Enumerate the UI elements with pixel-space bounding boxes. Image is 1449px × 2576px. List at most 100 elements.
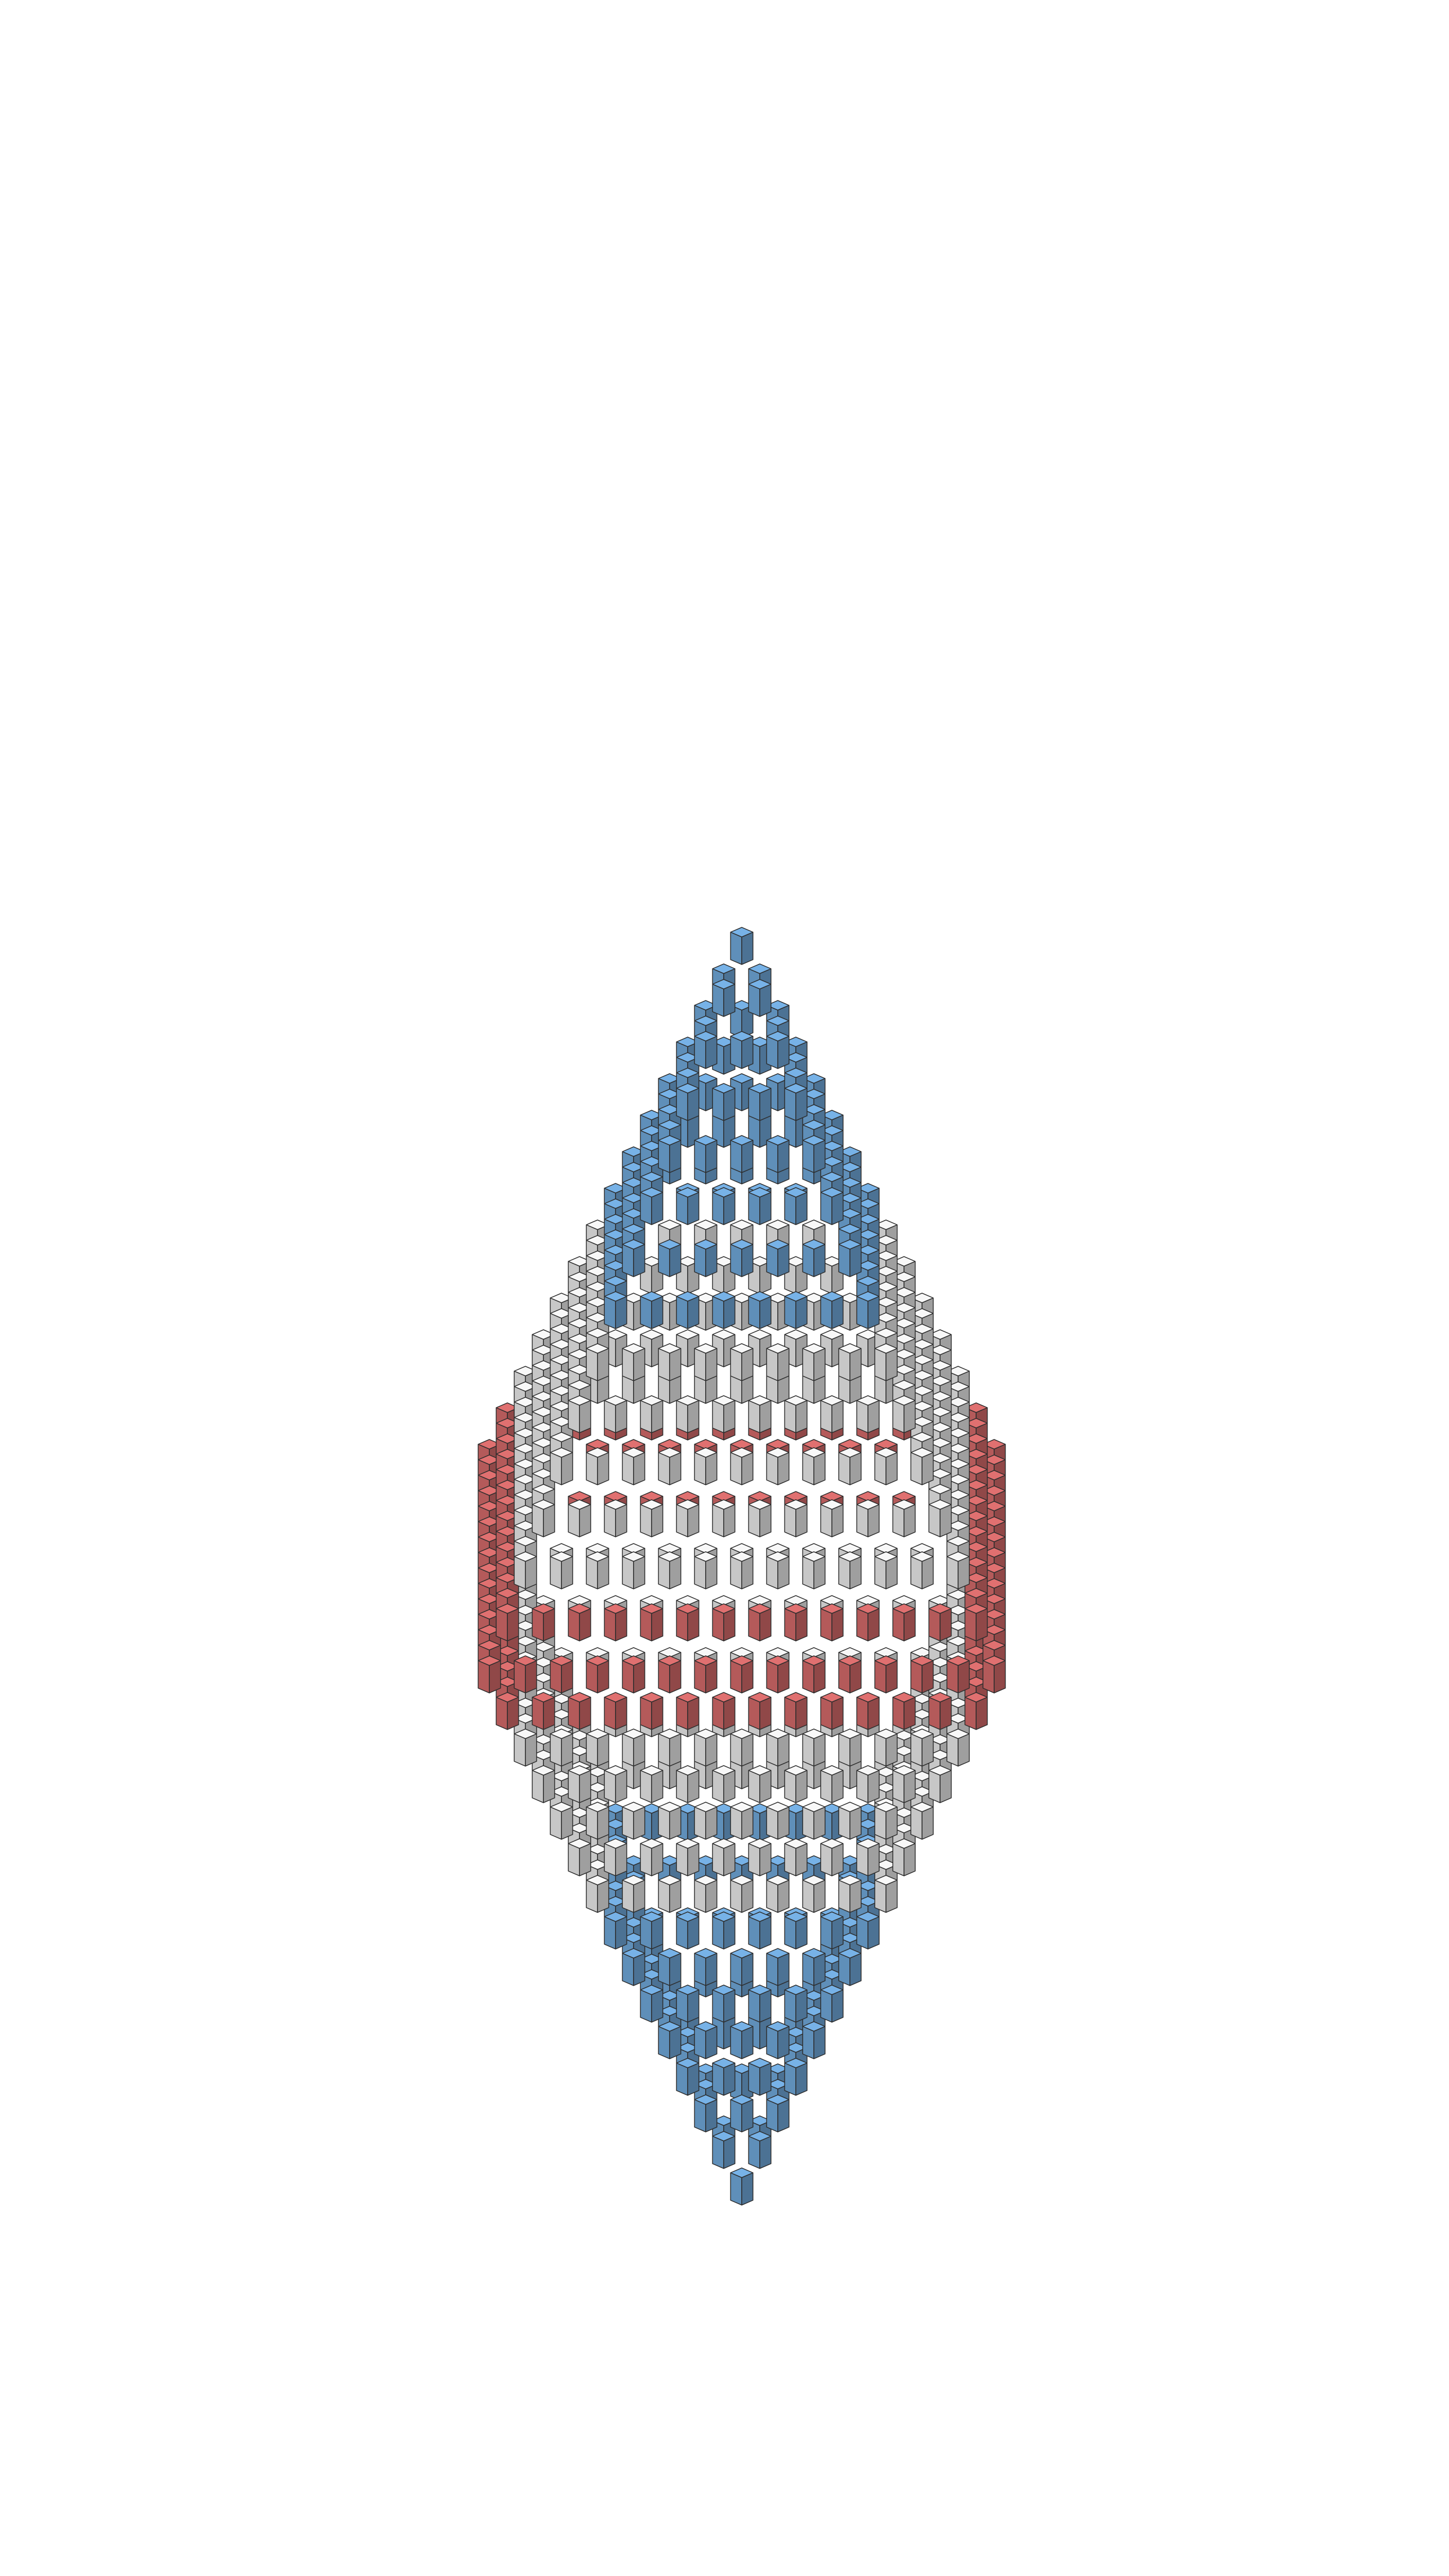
voxel-cube-face — [748, 1770, 760, 1803]
voxel-cube-face — [820, 1692, 844, 1703]
voxel-cube-face — [795, 1608, 808, 1641]
voxel-cube-face — [694, 1806, 706, 1840]
voxel-cube-face — [651, 1770, 663, 1803]
voxel-cube-face — [802, 1879, 814, 1913]
voxel-cube-face — [669, 1879, 681, 1913]
voxel-cube-face — [496, 1697, 508, 1730]
voxel-cube-face — [904, 1770, 916, 1803]
voxel-cube-face — [741, 1140, 754, 1173]
voxel-cube-face — [910, 1806, 923, 1840]
voxel-cube-face — [622, 1239, 645, 1250]
voxel-cube-face — [820, 1911, 844, 1922]
voxel-cube-face — [658, 1452, 670, 1485]
voxel-cube-face — [615, 1400, 627, 1433]
voxel-cube-face — [982, 1640, 1006, 1651]
voxel-cube-face — [892, 1843, 905, 1876]
voxel-cube-face — [795, 1504, 808, 1537]
voxel-cube-face — [604, 1499, 627, 1510]
voxel-cube-face — [820, 1296, 832, 1329]
voxel-cube-face — [550, 1728, 573, 1739]
voxel-cube-face — [676, 1916, 688, 1950]
voxel-cube-face — [748, 2131, 772, 2142]
voxel-cube-face — [766, 1556, 778, 1589]
voxel-cube-face — [784, 1916, 796, 1950]
voxel-cube-face — [532, 1765, 555, 1776]
voxel-cube-face — [723, 2136, 736, 2169]
voxel-cube-face — [874, 1875, 898, 1886]
voxel-cube-face — [777, 1953, 790, 1986]
voxel-cube-face — [694, 2026, 706, 2059]
voxel-cube-face — [982, 1660, 995, 1693]
voxel-cube-face — [802, 1875, 826, 1886]
voxel-cube-face — [964, 1697, 977, 1730]
voxel-cube-face — [550, 1660, 562, 1693]
voxel-cube-face — [820, 1603, 844, 1614]
voxel-cube-face — [676, 1843, 688, 1876]
voxel-cube-face — [514, 1556, 526, 1589]
voxel-cube-face — [795, 1697, 808, 1730]
voxel-cube-face — [730, 1660, 742, 1693]
voxel-cube-face — [676, 1838, 700, 1849]
voxel-cube-face — [597, 1733, 609, 1767]
voxel-cube-face — [838, 1953, 850, 1986]
voxel-cube-face — [784, 1083, 808, 1094]
voxel-cube-face — [723, 1770, 736, 1803]
voxel-cube-face — [694, 1802, 718, 1812]
voxel-cube-face — [784, 1985, 808, 1995]
voxel-cube-face — [892, 1608, 905, 1641]
voxel-cube-face — [784, 1838, 808, 1849]
voxel-cube-face — [658, 1219, 681, 1230]
voxel-cube-face — [748, 1291, 772, 1302]
voxel-cube-face — [856, 1697, 868, 1730]
voxel-cube-face — [856, 1395, 880, 1406]
voxel-cube-face — [856, 1608, 868, 1641]
voxel-cube-face — [550, 1556, 562, 1589]
voxel-cube-face — [766, 1219, 790, 1230]
voxel-cube-face — [687, 1608, 700, 1641]
voxel-cube-face — [892, 1603, 916, 1614]
voxel-cube-face — [784, 2058, 808, 2069]
voxel-cube-face — [730, 1239, 754, 1250]
voxel-cube-face — [676, 1692, 700, 1703]
voxel-cube-face — [532, 1697, 544, 1730]
voxel-cube-face — [766, 1728, 790, 1739]
voxel-cube-face — [874, 1879, 887, 1913]
voxel-cube-face — [687, 1504, 700, 1537]
voxel-cube-face — [604, 1276, 627, 1286]
voxel-cube-face — [795, 1843, 808, 1876]
voxel-cube-face — [723, 984, 736, 1017]
voxel-cube-face — [928, 1608, 941, 1641]
voxel-cube-face — [802, 1948, 826, 1959]
voxel-cube-face — [976, 1697, 988, 1730]
voxel-cube-face — [705, 1036, 718, 1069]
voxel-cube-face — [831, 1296, 844, 1329]
voxel-cube-face — [586, 1733, 598, 1767]
voxel-cube-face — [586, 1348, 598, 1381]
voxel-cube-face — [946, 1728, 970, 1739]
voxel-cube-face — [615, 1770, 627, 1803]
voxel-cube-face — [604, 1504, 616, 1537]
voxel-cube-face — [561, 1806, 573, 1840]
voxel-cube-face — [856, 1843, 868, 1876]
voxel-cube-face — [940, 1504, 952, 1537]
voxel-cube-face — [766, 2021, 790, 2032]
voxel-cube-face — [838, 1806, 850, 1840]
voxel-cube-face — [766, 2026, 778, 2059]
voxel-cube-face — [514, 1660, 526, 1693]
voxel-cube-face — [622, 1224, 645, 1234]
voxel-cube-face — [856, 1603, 880, 1614]
voxel-cube-face — [910, 1447, 934, 1458]
voxel-cube-face — [946, 1655, 970, 1666]
voxel-cube-face — [568, 1603, 591, 1614]
voxel-cube-face — [802, 1452, 814, 1485]
voxel-cube-face — [741, 2099, 754, 2132]
voxel-cube-face — [838, 1239, 862, 1250]
voxel-cube-face — [849, 1733, 862, 1767]
voxel-cube-face — [568, 1504, 580, 1537]
voxel-cube-face — [712, 2062, 724, 2096]
voxel-cube-face — [777, 1244, 790, 1277]
voxel-cube-face — [658, 1728, 681, 1739]
voxel-cube-face — [622, 1244, 634, 1277]
voxel-cube-face — [831, 1843, 844, 1876]
voxel-cube-face — [838, 1224, 862, 1234]
